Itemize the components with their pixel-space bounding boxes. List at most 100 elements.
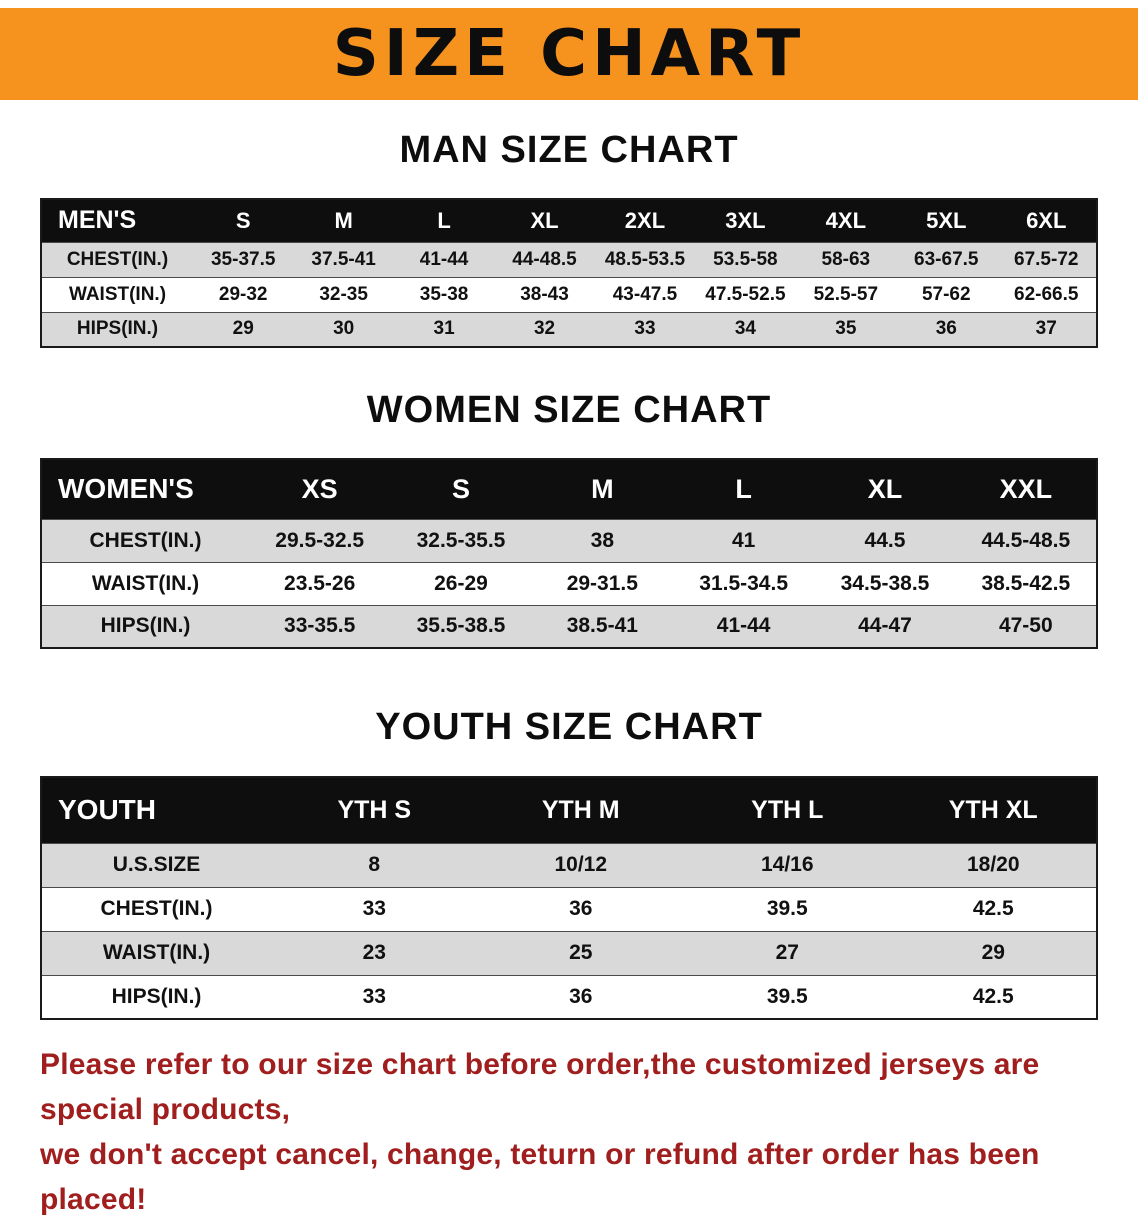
table-title-cell: YOUTH [41,777,271,843]
value-cell: 26-29 [390,561,532,606]
youth-size-table: YOUTH YTH S YTH M YTH L YTH XL U.S.SIZE 8 10/12… [40,776,1098,1020]
value-cell: 32-35 [293,276,394,313]
value-cell: 25 [477,930,684,976]
column-header: YTH L [684,777,891,843]
column-header: YTH M [477,777,684,843]
value-cell: 32.5-35.5 [390,518,532,563]
value-cell: 38.5-41 [531,604,673,649]
column-header: 2XL [594,199,696,242]
banner-title: SIZE CHART [332,17,806,91]
value-cell: 14/16 [684,842,891,888]
value-cell: 62-66.5 [996,276,1097,313]
table-header-row: MEN'S S M L XL 2XL 3XL 4XL 5XL 6XL [41,199,1097,242]
column-header: XL [494,199,595,242]
value-cell: 44-48.5 [494,241,595,278]
value-cell: 48.5-53.5 [594,241,696,278]
table-row: HIPS(IN.) 29 30 31 32 33 34 35 36 37 [41,311,1097,348]
table-row: WAIST(IN.) 23 25 27 29 [41,930,1097,976]
row-label: WAIST(IN.) [41,561,249,606]
value-cell: 29 [193,311,294,348]
table-header-row: WOMEN'S XS S M L XL XXL [41,459,1097,519]
value-cell: 35 [795,311,897,348]
value-cell: 58-63 [795,241,897,278]
value-cell: 29 [890,930,1097,976]
column-header: YTH XL [890,777,1097,843]
column-header: 3XL [695,199,796,242]
value-cell: 35.5-38.5 [390,604,532,649]
table-title-cell: MEN'S [41,199,193,242]
column-header: XS [249,459,391,519]
value-cell: 35-38 [393,276,495,313]
value-cell: 27 [684,930,891,976]
table-row: HIPS(IN.) 33-35.5 35.5-38.5 38.5-41 41-44 44-… [41,604,1097,649]
table-body: CHEST(IN.) 35-37.5 37.5-41 41-44 44-48.5 48.5… [41,241,1097,348]
column-header: 5XL [896,199,997,242]
value-cell: 18/20 [890,842,1097,888]
column-header: S [193,199,294,242]
table-row: CHEST(IN.) 35-37.5 37.5-41 41-44 44-48.5 48.5… [41,241,1097,278]
value-cell: 38.5-42.5 [955,561,1097,606]
value-cell: 33 [271,886,478,932]
column-header: XXL [955,459,1097,519]
value-cell: 42.5 [890,886,1097,932]
row-label: U.S.SIZE [41,842,271,888]
value-cell: 34 [695,311,796,348]
row-label: CHEST(IN.) [41,518,249,563]
table-header-row: YOUTH YTH S YTH M YTH L YTH XL [41,777,1097,843]
value-cell: 31 [393,311,495,348]
value-cell: 8 [271,842,478,888]
value-cell: 43-47.5 [594,276,696,313]
value-cell: 33 [271,974,478,1020]
value-cell: 30 [293,311,394,348]
value-cell: 31.5-34.5 [672,561,815,606]
column-header: YTH S [271,777,478,843]
value-cell: 39.5 [684,974,891,1020]
table-row: CHEST(IN.) 33 36 39.5 42.5 [41,886,1097,932]
value-cell: 33 [594,311,696,348]
table-row: U.S.SIZE 8 10/12 14/16 18/20 [41,842,1097,888]
value-cell: 41-44 [672,604,815,649]
value-cell: 29.5-32.5 [249,518,391,563]
table-body: CHEST(IN.) 29.5-32.5 32.5-35.5 38 41 44.5 44.5… [41,518,1097,649]
value-cell: 23.5-26 [249,561,391,606]
men-section-title: MAN SIZE CHART [399,129,739,171]
row-label: WAIST(IN.) [41,276,193,313]
value-cell: 39.5 [684,886,891,932]
value-cell: 41-44 [393,241,495,278]
column-header: M [293,199,394,242]
column-header: S [390,459,532,519]
value-cell: 10/12 [477,842,684,888]
size-chart-banner: SIZE CHART [0,8,1138,100]
value-cell: 36 [477,974,684,1020]
table-title-cell: WOMEN'S [41,459,249,519]
value-cell: 29-32 [193,276,294,313]
row-label: HIPS(IN.) [41,311,193,348]
women-section-title: WOMEN SIZE CHART [366,389,772,431]
disclaimer-note: Please refer to our size chart before or… [40,1042,1100,1222]
value-cell: 63-67.5 [896,241,997,278]
row-label: HIPS(IN.) [41,974,271,1020]
table-head: WOMEN'S XS S M L XL XXL [41,459,1097,519]
column-header: 4XL [795,199,897,242]
column-header: L [393,199,495,242]
row-label: HIPS(IN.) [41,604,249,649]
women-size-table: WOMEN'S XS S M L XL XXL CHEST(IN.) 29.5-32.5 32.5… [40,458,1098,649]
value-cell: 38-43 [494,276,595,313]
value-cell: 44.5 [814,518,956,563]
disclaimer-line-1: Please refer to our size chart before or… [40,1048,1040,1126]
value-cell: 37 [996,311,1097,348]
value-cell: 41 [672,518,815,563]
value-cell: 44-47 [814,604,956,649]
column-header: XL [814,459,956,519]
column-header: L [672,459,815,519]
column-header: 6XL [996,199,1097,242]
value-cell: 57-62 [896,276,997,313]
value-cell: 42.5 [890,974,1097,1020]
row-label: CHEST(IN.) [41,886,271,932]
value-cell: 32 [494,311,595,348]
value-cell: 38 [531,518,673,563]
table-head: YOUTH YTH S YTH M YTH L YTH XL [41,777,1097,843]
value-cell: 23 [271,930,478,976]
table-body: U.S.SIZE 8 10/12 14/16 18/20 CHEST(IN.) 33 36 39… [41,842,1097,1020]
table-head: MEN'S S M L XL 2XL 3XL 4XL 5XL 6XL [41,199,1097,242]
